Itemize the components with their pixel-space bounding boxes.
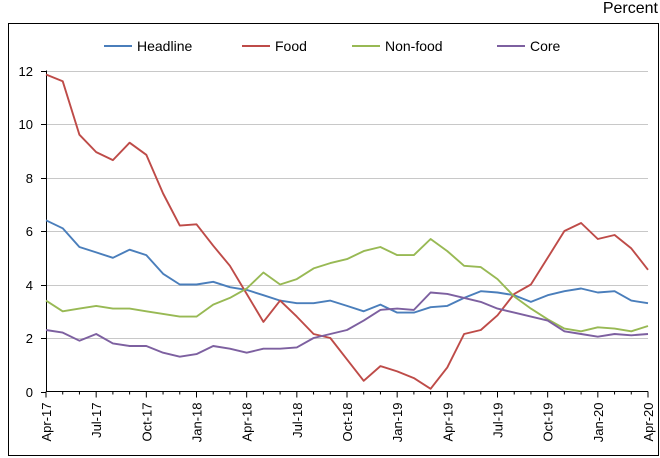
- x-tick-label: Oct-18: [340, 403, 355, 442]
- x-tick-label: Apr-18: [240, 403, 255, 442]
- legend-label: Non-food: [385, 38, 443, 54]
- y-tick-label: 8: [26, 171, 33, 186]
- series-line-core: [45, 291, 649, 358]
- y-tick-label: 0: [26, 385, 33, 400]
- y-tick-label: 12: [19, 64, 33, 79]
- legend-label: Food: [275, 38, 307, 54]
- x-tick-label: Oct-19: [541, 403, 556, 442]
- x-tick-label: Apr-17: [39, 403, 54, 442]
- series-line-non-food: [45, 238, 649, 333]
- x-tick-label: Apr-19: [440, 403, 455, 442]
- x-tick-label: Jan-18: [190, 403, 205, 443]
- x-tick-label: Apr-20: [641, 403, 656, 442]
- legend-label: Headline: [137, 38, 192, 54]
- gridlines: [46, 71, 648, 339]
- series-lines: [45, 73, 649, 390]
- unit-label: Percent: [602, 0, 658, 17]
- x-tick-label: Jan-19: [390, 403, 405, 443]
- series-line-food: [45, 73, 649, 390]
- y-tick-label: 2: [26, 331, 33, 346]
- legend-label: Core: [530, 38, 561, 54]
- series-line-headline: [45, 219, 649, 314]
- axes: 0 2 4 6 8 10 12 Apr-17 Jul-17 Oct-17 Jan-18 Apr-18 J…: [19, 64, 656, 442]
- x-tick-label: Jan-20: [591, 403, 606, 443]
- x-tick-label: Jul-19: [491, 403, 506, 438]
- y-tick-label: 6: [26, 224, 33, 239]
- chart-frame: [8, 23, 659, 456]
- y-tick-label: 10: [19, 117, 33, 132]
- legend: Headline Food Non-food Core: [104, 38, 561, 54]
- y-tick-label: 4: [26, 278, 33, 293]
- x-tick-label: Oct-17: [139, 403, 154, 442]
- x-tick-label: Jul-17: [89, 403, 104, 438]
- x-tick-label: Jul-18: [290, 403, 305, 438]
